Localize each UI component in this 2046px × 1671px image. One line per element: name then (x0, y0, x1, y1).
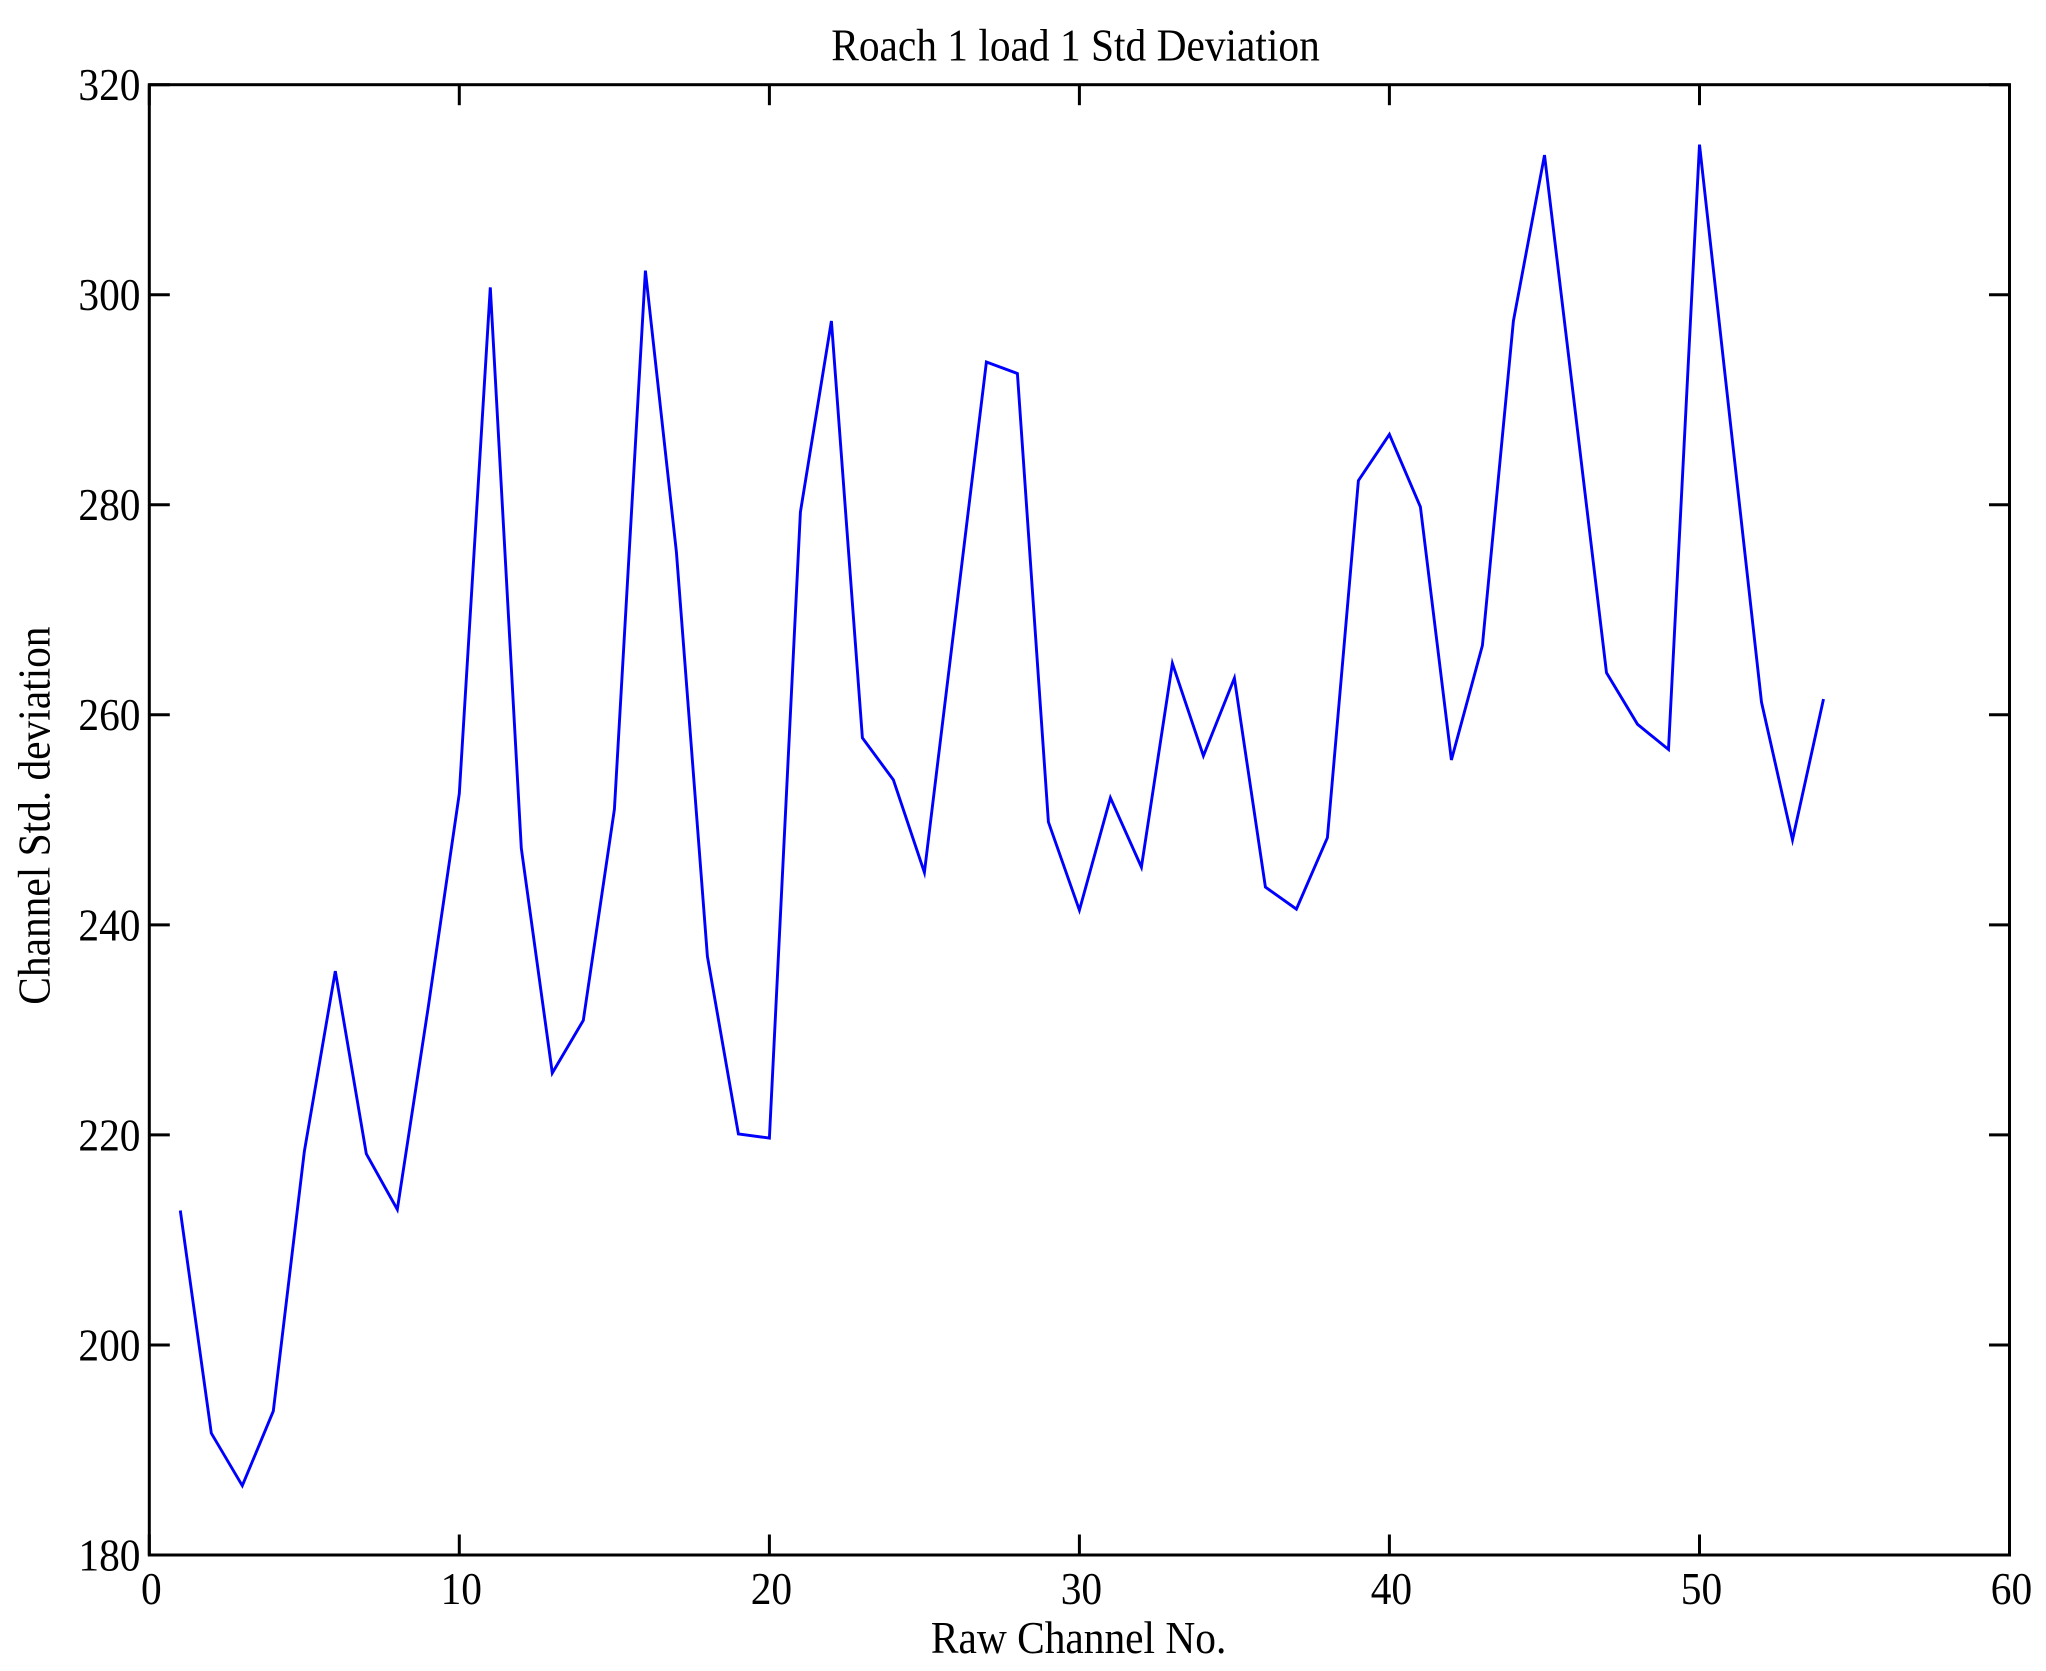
svg-text:10: 10 (441, 1564, 482, 1614)
svg-text:Raw Channel No.: Raw Channel No. (931, 1613, 1226, 1663)
svg-text:300: 300 (78, 270, 140, 320)
svg-text:60: 60 (1991, 1564, 2032, 1614)
svg-text:20: 20 (751, 1564, 792, 1614)
svg-text:260: 260 (78, 690, 140, 740)
svg-text:180: 180 (78, 1530, 140, 1580)
svg-text:320: 320 (78, 60, 140, 110)
svg-text:240: 240 (78, 900, 140, 950)
svg-text:220: 220 (78, 1110, 140, 1160)
svg-text:0: 0 (141, 1564, 162, 1614)
svg-text:200: 200 (78, 1320, 140, 1370)
svg-text:40: 40 (1371, 1564, 1412, 1614)
svg-text:Channel Std. deviation: Channel Std. deviation (9, 626, 59, 1004)
svg-text:Roach 1 load 1 Std Deviation: Roach 1 load 1 Std Deviation (831, 21, 1320, 71)
svg-text:50: 50 (1681, 1564, 1722, 1614)
svg-text:280: 280 (78, 480, 140, 530)
svg-text:30: 30 (1061, 1564, 1102, 1614)
